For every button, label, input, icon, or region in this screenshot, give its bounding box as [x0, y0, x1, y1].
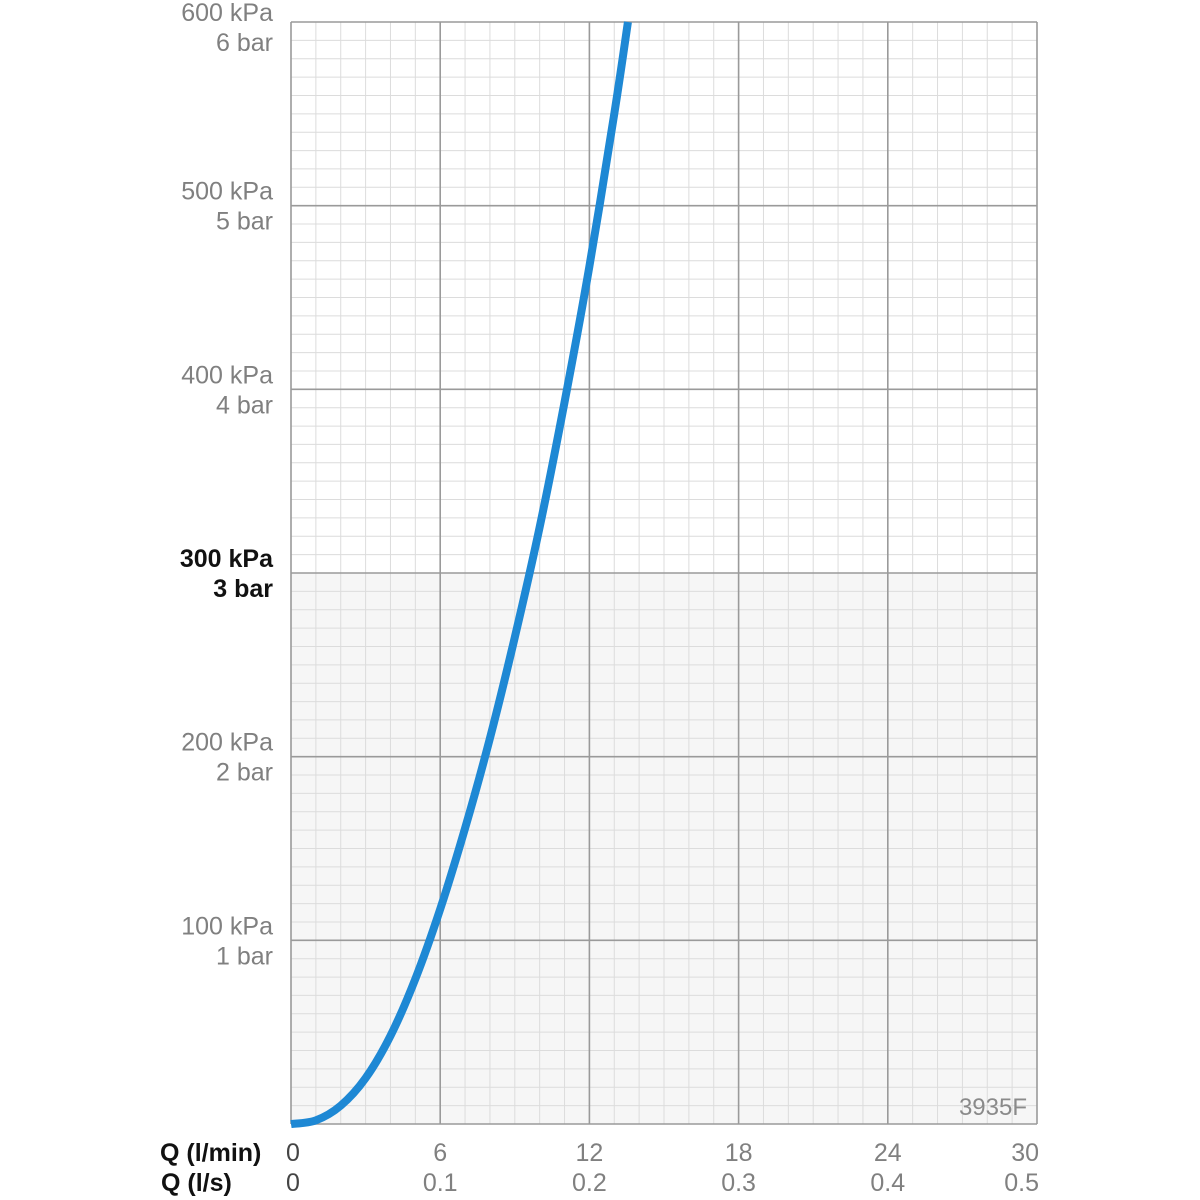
- x-tick-label-ls: 0.4: [870, 1169, 905, 1197]
- y-tick-label-bar: 4 bar: [216, 391, 273, 419]
- series-line: [290, 21, 632, 1128]
- x-tick-label-lmin: 30: [1011, 1139, 1039, 1167]
- x-axis-title-secondary: Q (l/s): [161, 1169, 232, 1197]
- y-tick-label-kpa: 300 kPa: [180, 545, 274, 573]
- y-tick-label-kpa: 200 kPa: [181, 729, 273, 757]
- x-tick-label-lmin: 12: [575, 1139, 603, 1167]
- y-tick-label-bar: 5 bar: [216, 208, 273, 236]
- x-tick-label-lmin: 18: [725, 1139, 753, 1167]
- major-grid: [290, 21, 1038, 1125]
- y-tick-label-bar: 1 bar: [216, 942, 273, 970]
- series-layer: [290, 21, 632, 1128]
- y-tick-label-kpa: 500 kPa: [181, 178, 273, 206]
- y-tick-label-kpa: 600 kPa: [181, 0, 273, 27]
- y-tick-label-bar: 2 bar: [216, 759, 273, 787]
- x-tick-label-lmin: 6: [433, 1139, 447, 1167]
- x-tick-label-ls: 0.1: [423, 1169, 458, 1197]
- y-tick-label-bar: 3 bar: [213, 575, 273, 603]
- x-axis-title-primary: Q (l/min): [160, 1139, 261, 1167]
- x-tick-label-ls: 0.3: [721, 1169, 756, 1197]
- x-tick-label-ls: 0.2: [572, 1169, 607, 1197]
- x-tick-labels: 00 60.1 120.2 180.3 240.4 300.5: [286, 1139, 1039, 1197]
- x-tick-label-lmin: 0: [286, 1139, 300, 1167]
- y-tick-label-bar: 6 bar: [216, 29, 273, 57]
- x-tick-label-ls: 0.5: [1004, 1169, 1039, 1197]
- chart-code-annotation: 3935F: [959, 1094, 1027, 1121]
- y-tick-label-kpa: 400 kPa: [181, 361, 273, 389]
- x-tick-label-lmin: 24: [874, 1139, 902, 1167]
- y-tick-label-kpa: 100 kPa: [181, 912, 273, 940]
- x-tick-label-ls: 0: [286, 1169, 300, 1197]
